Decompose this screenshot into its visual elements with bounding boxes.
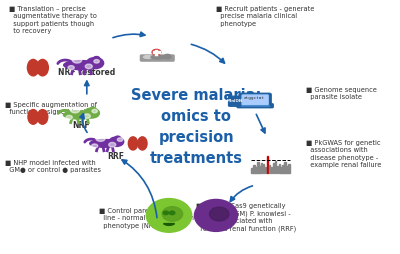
Circle shape — [90, 107, 96, 111]
Text: ■ Control parent parasite
  line - normal renal function
  phenotype (NRF): ■ Control parent parasite line - normal … — [98, 208, 194, 229]
Circle shape — [94, 57, 100, 60]
Ellipse shape — [37, 109, 48, 124]
Bar — [267, 155, 268, 173]
Bar — [276, 166, 278, 173]
Bar — [273, 163, 274, 173]
Circle shape — [68, 66, 74, 70]
Bar — [257, 162, 258, 173]
Ellipse shape — [194, 199, 238, 231]
Ellipse shape — [64, 60, 98, 70]
Circle shape — [96, 135, 105, 141]
Bar — [282, 165, 284, 173]
Text: NRF: NRF — [72, 121, 90, 130]
Circle shape — [152, 49, 161, 55]
Bar — [286, 166, 288, 173]
Bar — [263, 164, 264, 173]
Bar — [278, 164, 280, 173]
Circle shape — [170, 211, 175, 215]
Bar — [265, 167, 266, 173]
Bar — [280, 167, 282, 173]
Circle shape — [94, 59, 99, 63]
Circle shape — [115, 136, 120, 139]
Text: ■ Genome sequence
  parasite isolate: ■ Genome sequence parasite isolate — [306, 87, 377, 100]
Ellipse shape — [210, 207, 229, 221]
Text: MinION: MinION — [226, 99, 242, 103]
Text: ■ Recruit patients - generate
  precise malaria clinical
  phenotype: ■ Recruit patients - generate precise ma… — [216, 6, 314, 27]
Circle shape — [92, 109, 97, 113]
Text: ■ PkGWAS for genetic
  associations with
  disease phenotype -
  example renal f: ■ PkGWAS for genetic associations with d… — [306, 140, 381, 168]
Bar — [255, 167, 257, 173]
FancyBboxPatch shape — [242, 95, 268, 105]
Text: Severe malaria:
omics to
precision
treatments: Severe malaria: omics to precision treat… — [131, 88, 262, 166]
Ellipse shape — [28, 59, 39, 76]
Text: NRF restored: NRF restored — [58, 68, 116, 77]
FancyBboxPatch shape — [239, 93, 271, 106]
Ellipse shape — [162, 207, 183, 221]
Ellipse shape — [138, 137, 147, 150]
FancyBboxPatch shape — [228, 96, 241, 106]
Circle shape — [70, 107, 80, 113]
Bar — [269, 165, 270, 173]
Text: RRF: RRF — [108, 152, 125, 161]
FancyBboxPatch shape — [140, 55, 174, 61]
Bar — [261, 163, 262, 173]
FancyBboxPatch shape — [237, 104, 273, 108]
Circle shape — [109, 142, 116, 147]
Text: ■ NHP model infected with
  GM● or control ● parasites: ■ NHP model infected with GM● or control… — [5, 160, 101, 173]
Circle shape — [72, 57, 82, 63]
Ellipse shape — [28, 109, 38, 124]
Bar — [259, 166, 260, 173]
Circle shape — [84, 108, 100, 118]
Bar — [288, 164, 290, 173]
Bar — [252, 168, 253, 173]
Ellipse shape — [151, 56, 165, 59]
Circle shape — [164, 54, 171, 59]
Circle shape — [66, 115, 72, 119]
Ellipse shape — [90, 139, 119, 147]
Ellipse shape — [146, 199, 192, 232]
Bar — [271, 167, 272, 173]
Circle shape — [163, 211, 169, 215]
Circle shape — [92, 144, 98, 148]
Circle shape — [86, 58, 104, 69]
Bar — [284, 162, 286, 173]
Circle shape — [85, 64, 92, 69]
Text: ■ CRISPR-Cas9 genetically
  modified (GM) P. knowlesi -
  allele associated with: ■ CRISPR-Cas9 genetically modified (GM) … — [196, 203, 297, 232]
Ellipse shape — [37, 59, 48, 76]
Circle shape — [117, 138, 123, 141]
Text: atggctat: atggctat — [244, 96, 265, 100]
Polygon shape — [164, 224, 174, 225]
Text: ■ Specific augmentation of
  function designed in vivo: ■ Specific augmentation of function desi… — [5, 102, 97, 115]
Circle shape — [109, 137, 124, 146]
Ellipse shape — [64, 111, 94, 119]
Ellipse shape — [144, 56, 152, 58]
Bar — [253, 165, 255, 173]
Circle shape — [83, 114, 90, 118]
Bar — [275, 161, 276, 173]
Text: ■ Translation – precise
  augmentative therapy to
  support patients though
  to: ■ Translation – precise augmentative the… — [8, 6, 96, 34]
Ellipse shape — [128, 137, 138, 150]
